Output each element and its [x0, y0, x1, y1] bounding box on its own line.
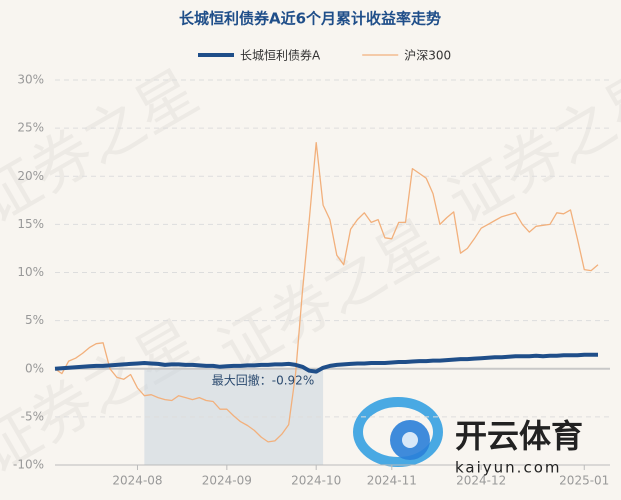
y-tick-label: -10% [13, 458, 44, 472]
chart-title: 长城恒利债券A近6个月累计收益率走势 [179, 10, 441, 28]
x-tick-label: 2024-09 [202, 474, 252, 488]
x-tick-label: 2024-12 [456, 474, 506, 488]
y-tick-label: 25% [17, 121, 44, 135]
legend-label: 沪深300 [404, 49, 451, 63]
x-tick-label: 2025-01 [559, 474, 609, 488]
y-tick-label: -5% [21, 409, 44, 423]
y-tick-label: 15% [17, 217, 44, 231]
y-tick-label: 30% [17, 73, 44, 87]
legend-label: 长城恒利债券A [240, 48, 321, 63]
y-tick-label: 10% [17, 265, 44, 279]
logo [353, 397, 443, 467]
x-tick-label: 2024-10 [291, 474, 341, 488]
y-tick-label: 20% [17, 169, 44, 183]
y-tick-label: 5% [25, 313, 44, 327]
y-tick-label: 0% [25, 361, 44, 375]
logo-url: kaiyun.com [455, 459, 561, 477]
logo-ball-spot [402, 432, 418, 448]
drawdown-label: 最大回撤：-0.92% [212, 373, 314, 388]
x-tick-label: 2024-08 [112, 474, 162, 488]
logo-ring [353, 397, 443, 467]
logo-text: 开云体育 [455, 417, 583, 455]
series-line [54, 141, 599, 443]
watermark-text: 证券之星 [437, 57, 621, 238]
x-tick-label: 2024-11 [367, 474, 417, 488]
series-line [54, 352, 598, 374]
